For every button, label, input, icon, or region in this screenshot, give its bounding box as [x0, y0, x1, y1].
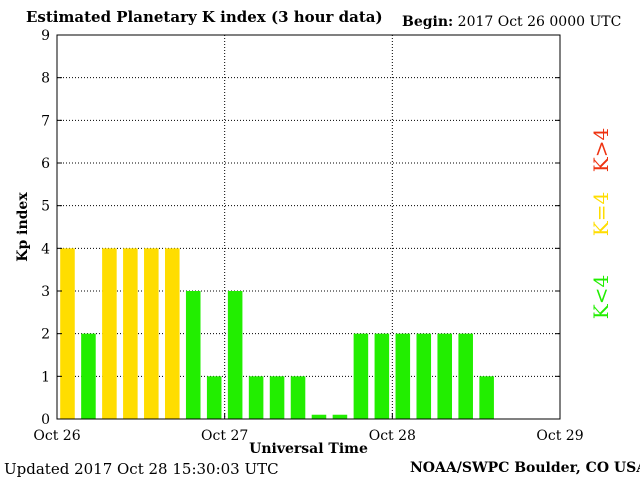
kp-bar: [185, 291, 201, 419]
kp-bar: [437, 333, 453, 419]
kp-bar: [248, 376, 264, 419]
x-tick-label: Oct 28: [369, 428, 416, 444]
x-tick-label: Oct 26: [33, 428, 80, 444]
y-axis-label: Kp index: [15, 192, 31, 262]
y-tick-label: 9: [41, 28, 50, 44]
kp-bar: [458, 333, 473, 419]
y-tick-label: 6: [41, 156, 50, 172]
kp-bar: [269, 376, 285, 419]
legend-item: K<4: [589, 275, 613, 319]
y-tick-label: 1: [41, 369, 50, 385]
kp-bar: [227, 291, 243, 419]
y-tick-label: 4: [41, 241, 50, 257]
kp-bar: [102, 248, 117, 419]
kp-bar: [164, 248, 180, 419]
plot-frame: [56, 34, 561, 420]
legend-item: K>4: [589, 128, 613, 172]
kp-bar: [332, 414, 348, 419]
kp-bar: [374, 333, 390, 419]
kp-bar: [290, 376, 306, 419]
x-tick-labels: Oct 26 Oct 27 Oct 28 Oct 29: [33, 413, 584, 444]
legend: K<4 K=4 K>4: [589, 128, 613, 319]
x-tick-label: Oct 29: [536, 428, 583, 444]
kp-bar: [81, 333, 96, 419]
y-tick-label: 7: [41, 113, 50, 129]
kp-bar: [60, 248, 75, 419]
kp-bar: [416, 333, 432, 419]
begin-time: Begin: 2017 Oct 26 0000 UTC: [402, 14, 621, 30]
kp-bar: [353, 333, 369, 419]
y-tick-label: 5: [41, 199, 50, 215]
chart-title: Estimated Planetary K index (3 hour data…: [26, 8, 383, 26]
y-tick-label: 0: [41, 412, 50, 428]
kp-bar: [206, 376, 222, 419]
x-axis-label: Universal Time: [249, 441, 368, 457]
kp-bar: [311, 414, 327, 419]
source-credit: NOAA/SWPC Boulder, CO USA: [410, 460, 640, 476]
bars: [60, 248, 494, 419]
y-tick-label: 2: [41, 327, 50, 343]
begin-label: Begin:: [402, 14, 454, 30]
y-tick-labels: 0 1 2 3 4 5 6 7 8 9: [41, 28, 560, 428]
legend-item: K=4: [589, 192, 613, 236]
y-tick-label: 8: [41, 71, 50, 87]
y-tick-label: 3: [41, 284, 50, 300]
updated-timestamp: Updated 2017 Oct 28 15:30:03 UTC: [4, 460, 279, 478]
x-tick-label: Oct 27: [201, 428, 248, 444]
begin-value: 2017 Oct 26 0000 UTC: [457, 14, 622, 30]
kp-bar: [144, 248, 159, 419]
kp-bar: [479, 376, 494, 419]
kp-bar: [395, 333, 411, 419]
grid-lines: [57, 35, 560, 419]
kp-bar: [123, 248, 138, 419]
